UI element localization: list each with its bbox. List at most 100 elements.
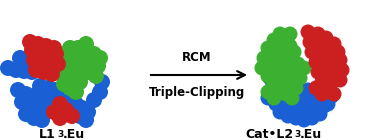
- Circle shape: [293, 82, 307, 97]
- Circle shape: [291, 57, 305, 72]
- Circle shape: [0, 60, 16, 76]
- Circle shape: [50, 56, 66, 72]
- Circle shape: [319, 74, 333, 89]
- Circle shape: [324, 65, 339, 80]
- Circle shape: [314, 46, 330, 61]
- Circle shape: [260, 68, 276, 83]
- Circle shape: [293, 104, 307, 120]
- Circle shape: [26, 52, 42, 68]
- Circle shape: [310, 26, 325, 41]
- Circle shape: [38, 38, 54, 54]
- Circle shape: [280, 108, 296, 123]
- Circle shape: [302, 34, 318, 50]
- Circle shape: [266, 90, 282, 106]
- Circle shape: [291, 94, 305, 109]
- Circle shape: [20, 52, 36, 68]
- Circle shape: [285, 82, 299, 97]
- Circle shape: [60, 70, 76, 86]
- Circle shape: [285, 102, 299, 117]
- Circle shape: [279, 32, 293, 47]
- Circle shape: [78, 112, 94, 128]
- Circle shape: [86, 46, 102, 62]
- Circle shape: [301, 104, 316, 120]
- Circle shape: [46, 40, 62, 56]
- Circle shape: [64, 60, 80, 76]
- Circle shape: [26, 110, 42, 126]
- Circle shape: [94, 74, 110, 90]
- Circle shape: [260, 85, 276, 100]
- Circle shape: [282, 76, 297, 92]
- Circle shape: [68, 84, 84, 100]
- Circle shape: [324, 74, 339, 89]
- Circle shape: [36, 64, 52, 80]
- Circle shape: [327, 87, 341, 102]
- Circle shape: [70, 40, 86, 56]
- Circle shape: [62, 80, 78, 96]
- Circle shape: [273, 26, 288, 41]
- Circle shape: [8, 62, 24, 78]
- Circle shape: [34, 112, 50, 128]
- Circle shape: [56, 76, 72, 92]
- Circle shape: [308, 102, 324, 117]
- Circle shape: [333, 73, 347, 88]
- Circle shape: [32, 44, 48, 60]
- FancyArrowPatch shape: [151, 71, 245, 79]
- Circle shape: [78, 44, 94, 60]
- Circle shape: [328, 60, 344, 75]
- Circle shape: [282, 52, 297, 67]
- Circle shape: [319, 68, 333, 83]
- Circle shape: [257, 51, 271, 66]
- Circle shape: [28, 54, 44, 70]
- Circle shape: [276, 101, 291, 116]
- Circle shape: [276, 46, 291, 61]
- Circle shape: [10, 82, 26, 98]
- Circle shape: [64, 106, 80, 122]
- Circle shape: [314, 74, 330, 89]
- Circle shape: [266, 32, 282, 47]
- Circle shape: [273, 38, 288, 53]
- Circle shape: [274, 73, 290, 88]
- Circle shape: [66, 50, 82, 66]
- Circle shape: [314, 87, 330, 102]
- Circle shape: [78, 36, 94, 52]
- Text: Cat•L2: Cat•L2: [245, 128, 293, 140]
- Circle shape: [38, 102, 54, 118]
- Circle shape: [260, 90, 276, 106]
- Circle shape: [50, 94, 66, 110]
- Circle shape: [260, 40, 276, 55]
- Circle shape: [273, 104, 288, 120]
- Circle shape: [288, 110, 304, 125]
- Circle shape: [254, 60, 270, 75]
- Circle shape: [299, 94, 313, 109]
- Circle shape: [44, 66, 60, 82]
- Circle shape: [34, 90, 50, 106]
- Circle shape: [266, 48, 282, 64]
- Text: 3: 3: [57, 130, 63, 139]
- Circle shape: [66, 72, 82, 88]
- Circle shape: [287, 45, 302, 60]
- Text: .Eu: .Eu: [63, 128, 85, 140]
- Circle shape: [86, 92, 102, 108]
- Circle shape: [307, 94, 322, 109]
- Circle shape: [293, 71, 307, 86]
- Circle shape: [52, 110, 68, 126]
- Circle shape: [40, 80, 56, 96]
- Circle shape: [52, 96, 68, 112]
- Circle shape: [328, 51, 344, 66]
- Circle shape: [48, 62, 64, 78]
- Circle shape: [308, 80, 324, 95]
- Circle shape: [30, 100, 46, 116]
- Circle shape: [282, 38, 297, 53]
- Circle shape: [322, 52, 338, 67]
- Circle shape: [90, 58, 106, 74]
- Circle shape: [262, 71, 277, 86]
- Circle shape: [319, 31, 333, 46]
- Circle shape: [54, 66, 70, 82]
- Circle shape: [322, 82, 338, 97]
- Circle shape: [316, 82, 332, 97]
- Circle shape: [273, 82, 288, 97]
- Circle shape: [40, 46, 56, 62]
- Circle shape: [330, 45, 345, 60]
- Circle shape: [324, 88, 339, 103]
- Circle shape: [42, 92, 58, 108]
